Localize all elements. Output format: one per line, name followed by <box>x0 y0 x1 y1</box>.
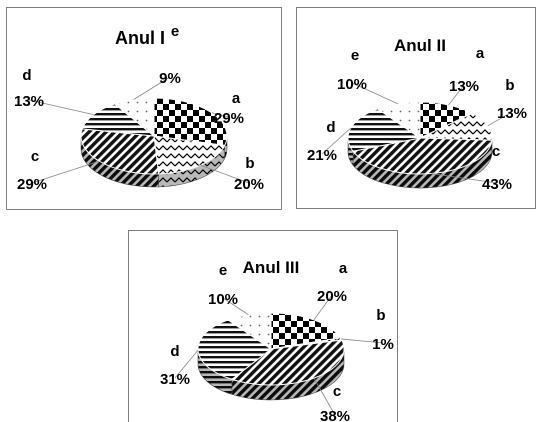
leader-line-c <box>31 160 100 184</box>
category-label-d: d <box>326 119 335 136</box>
category-label-d: d <box>22 67 31 84</box>
category-label-c: c <box>333 383 341 400</box>
category-label-b: b <box>376 307 385 324</box>
value-label-a: 20% <box>317 288 347 305</box>
leader-line-e <box>351 82 398 105</box>
pie-slice-side-shade-c <box>81 136 159 187</box>
value-label-c: 43% <box>482 176 512 193</box>
pie-labels: a 13% b 13% c 43% d 21% e 10% <box>307 45 527 193</box>
pie-labels: a 29% b 20% c 29% d 13% e 9% <box>14 23 264 193</box>
leader-line-e <box>133 76 171 100</box>
category-label-c: c <box>492 143 500 160</box>
chart-panel-anul-3: Anul III a 20% b 1% c 38% d 31% e 10% <box>128 230 398 422</box>
pie-slice-side-shade-c <box>231 349 344 400</box>
pie-slices <box>80 97 228 188</box>
category-label-e: e <box>351 47 359 64</box>
category-label-a: a <box>339 260 348 277</box>
chart-title: Anul I <box>115 28 165 48</box>
pie-slice-side-shade-c <box>353 140 492 188</box>
leader-line-b <box>341 338 384 344</box>
pie-slice-a <box>270 312 342 350</box>
category-label-b: b <box>245 155 254 172</box>
category-label-b: b <box>505 77 514 94</box>
chart-panel-anul-2: Anul II a 13% b 13% c 43% d 21% e 10% <box>296 7 536 209</box>
pie-slice-c <box>352 137 493 175</box>
value-label-b: 13% <box>497 105 527 122</box>
value-label-d: 13% <box>14 93 44 110</box>
pie-slices <box>197 312 345 401</box>
chart-title: Anul II <box>394 36 446 55</box>
leader-line-a <box>313 294 333 321</box>
leader-line-e <box>222 297 249 316</box>
pie-slice-d <box>347 108 422 152</box>
value-label-a: 13% <box>449 78 479 95</box>
pie-chart-anul-1: Anul I a 29% b 20% c 29% d 13% e 9% <box>14 23 264 193</box>
value-label-e: 10% <box>208 291 238 308</box>
value-label-e: 10% <box>337 76 367 93</box>
category-label-e: e <box>219 262 227 279</box>
value-label-d: 31% <box>160 371 190 388</box>
pie-slice-side-shade-d <box>198 349 232 395</box>
pie-slice-b <box>153 135 226 175</box>
pie-slice-a <box>419 101 474 139</box>
pie-slice-a <box>153 97 228 146</box>
value-label-a: 29% <box>214 110 244 127</box>
leader-line-b <box>200 164 250 184</box>
pie-labels: a 20% b 1% c 38% d 31% e 10% <box>160 260 394 422</box>
category-label-c: c <box>31 148 39 165</box>
pie-slice-d <box>81 103 156 137</box>
pie-slice-b <box>419 112 493 141</box>
category-label-d: d <box>170 343 179 360</box>
leader-line-b <box>487 111 513 127</box>
pie-slice-c <box>80 128 160 175</box>
value-label-b: 20% <box>234 176 264 193</box>
value-label-c: 38% <box>320 408 350 422</box>
chart-panel-anul-1: Anul I a 29% b 20% c 29% d 13% e 9% <box>6 7 282 210</box>
pie-slice-e <box>226 312 272 350</box>
value-label-d: 21% <box>307 147 337 164</box>
value-label-e: 9% <box>159 70 181 87</box>
leader-line-c <box>431 173 498 184</box>
pie-slice-c <box>230 339 345 386</box>
leader-line-d <box>28 99 94 116</box>
chart-title: Anul III <box>243 258 300 277</box>
category-label-a: a <box>476 45 485 62</box>
category-label-a: a <box>232 90 241 107</box>
pie-slice-side-shade-b <box>158 145 225 187</box>
pie-chart-anul-2: Anul II a 13% b 13% c 43% d 21% e 10% <box>307 36 527 193</box>
leader-line-d <box>321 127 352 155</box>
value-label-c: 29% <box>17 176 47 193</box>
pie-chart-anul-3: Anul III a 20% b 1% c 38% d 31% e 10% <box>160 258 394 422</box>
leader-line-a <box>211 112 230 118</box>
value-label-b: 1% <box>372 336 394 353</box>
leader-line-a <box>448 84 465 106</box>
pie-slices <box>347 101 493 189</box>
pie-slice-e <box>376 101 421 139</box>
leader-line-c <box>313 377 336 416</box>
leader-line-d <box>174 349 199 379</box>
category-label-e: e <box>171 23 179 40</box>
